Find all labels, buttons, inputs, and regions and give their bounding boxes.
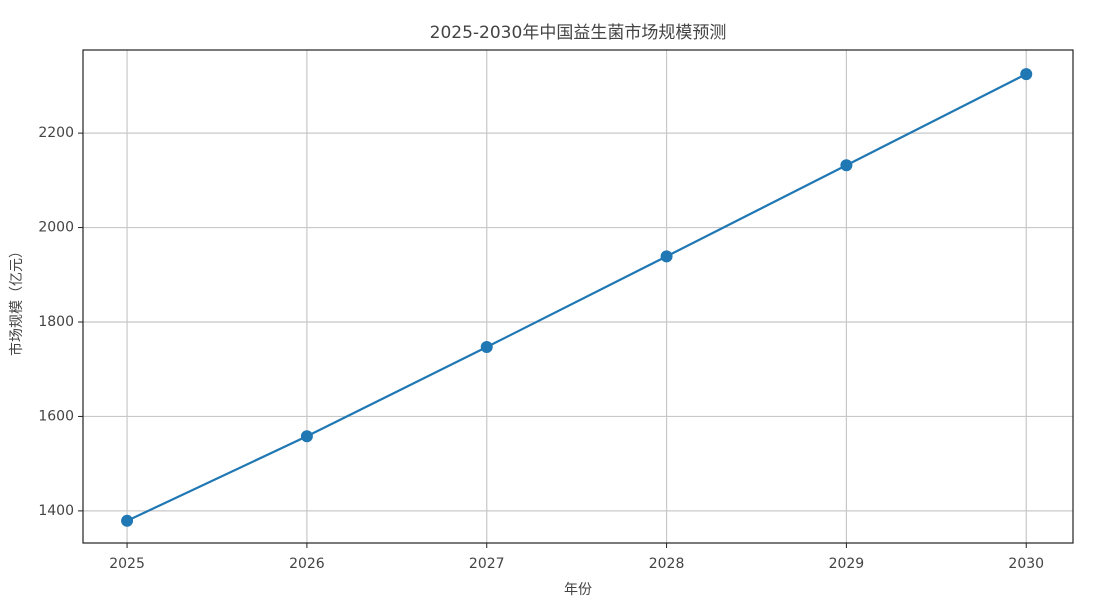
x-tick-label: 2029 [829,556,865,572]
y-axis-label: 市场规模（亿元） [8,244,25,356]
data-point [1020,68,1033,81]
x-axis-label: 年份 [564,582,592,598]
data-line [126,73,1027,522]
x-tick-label: 2028 [649,556,685,572]
data-point [300,430,313,443]
y-tick-label: 1800 [38,314,74,330]
chart-title: 2025-2030年中国益生菌市场规模预测 [430,23,727,43]
y-tick-label: 1400 [38,503,74,519]
data-point [121,514,134,527]
x-tick-label: 2025 [109,556,145,572]
x-tick-label: 2027 [469,556,505,572]
data-point [660,250,673,263]
y-tick-label: 1600 [38,408,74,424]
data-point [840,159,853,172]
x-tick-label: 2030 [1008,556,1044,572]
y-tick-label: 2200 [38,125,74,141]
x-tick-label: 2026 [289,556,325,572]
y-tick-label: 2000 [38,220,74,236]
plot-frame [82,49,1074,544]
data-point [480,341,493,354]
